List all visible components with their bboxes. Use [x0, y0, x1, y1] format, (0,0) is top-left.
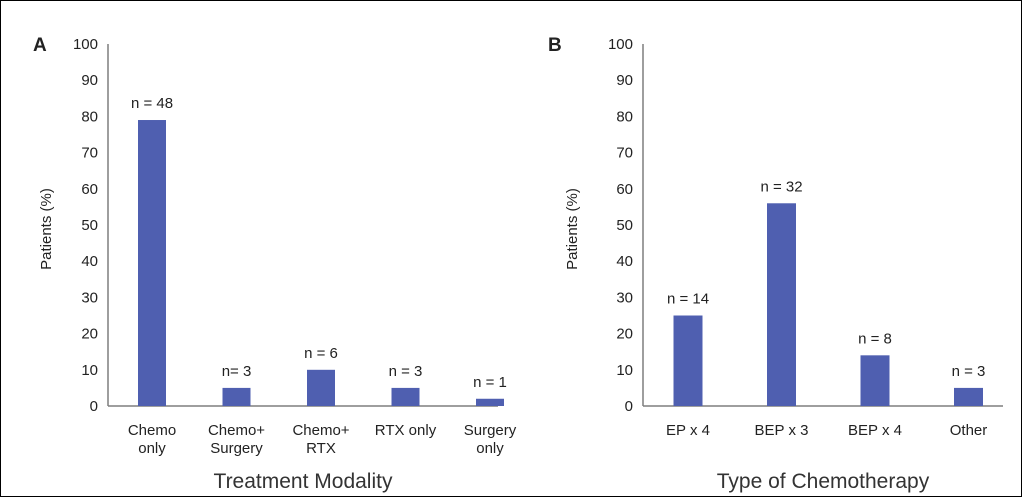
chart0-category-label: only: [476, 440, 504, 457]
chart1-y-tick-label: 30: [616, 289, 633, 306]
chart0-category-label: Chemo+: [292, 422, 349, 439]
chart1-y-tick-label: 70: [616, 145, 633, 162]
chart0-bar: [138, 120, 166, 407]
chart1-bar: [954, 387, 983, 406]
chart0-x-axis-title: Treatment Modality: [214, 470, 393, 493]
chart1-category-label: EP x 4: [666, 422, 710, 439]
chart0-y-tick-label: 60: [81, 181, 98, 198]
chart0-y-tick-label: 10: [81, 362, 98, 379]
chart0-y-tick-label: 30: [81, 289, 98, 306]
chart0-bar: [476, 398, 504, 406]
chart1-y-tick-label: 90: [616, 72, 633, 89]
chart1-data-label: n = 32: [760, 178, 802, 195]
chart0-bar: [391, 387, 420, 406]
chart1-data-label: n = 3: [952, 363, 986, 380]
chart1-category-label: BEP x 4: [848, 422, 902, 439]
chart1-y-tick-label: 100: [608, 36, 633, 53]
chart1-category-label: Other: [950, 422, 988, 439]
chart0-data-label: n = 1: [473, 374, 507, 391]
chart0-category-label: RTX: [306, 440, 336, 457]
chart1-y-tick-label: 0: [625, 398, 633, 415]
chart0-bar: [222, 387, 251, 406]
chart1-y-tick-label: 50: [616, 217, 633, 234]
chart1-y-axis-label: Patients (%): [564, 188, 581, 270]
chart0-y-tick-label: 70: [81, 145, 98, 162]
chart1-y-tick-label: 60: [616, 181, 633, 198]
chart0-category-label: Chemo+: [208, 422, 265, 439]
chart1-y-tick-label: 40: [616, 253, 633, 270]
chart0-category-label: Surgery: [464, 422, 517, 439]
chart0-y-tick-label: 100: [73, 36, 98, 53]
chart0-category-label: only: [138, 440, 166, 457]
chart0-y-tick-label: 80: [81, 108, 98, 125]
chart0-y-tick-label: 40: [81, 253, 98, 270]
chart0-y-tick-label: 50: [81, 217, 98, 234]
chart0-data-label: n= 3: [222, 363, 252, 380]
chart0-category-label: Surgery: [210, 440, 263, 457]
chart1-bar: [767, 203, 796, 406]
chart0-data-label: n = 48: [131, 95, 173, 112]
chart0-data-label: n = 6: [304, 345, 338, 362]
chart0-y-tick-label: 20: [81, 326, 98, 343]
chart1-data-label: n = 14: [667, 291, 709, 308]
chart1-bar: [860, 355, 890, 406]
chart0-bar: [307, 369, 335, 406]
chart1-x-axis-title: Type of Chemotherapy: [717, 470, 930, 493]
chart1-y-tick-label: 80: [616, 108, 633, 125]
chart1-y-tick-label: 10: [616, 362, 633, 379]
chart0-y-tick-label: 0: [90, 398, 98, 415]
chart0-category-label: Chemo: [128, 422, 176, 439]
chart0-y-axis-label: Patients (%): [38, 188, 55, 270]
chart1-data-label: n = 8: [858, 330, 892, 347]
chart0-panel-letter: A: [33, 35, 47, 56]
chart1-category-label: BEP x 3: [755, 422, 809, 439]
chart1-bar: [673, 315, 703, 406]
chart1-panel-letter: B: [548, 35, 562, 56]
chart0-data-label: n = 3: [389, 363, 423, 380]
chart0-y-tick-label: 90: [81, 72, 98, 89]
chart1-y-tick-label: 20: [616, 326, 633, 343]
chart0-category-label: RTX only: [375, 422, 437, 439]
